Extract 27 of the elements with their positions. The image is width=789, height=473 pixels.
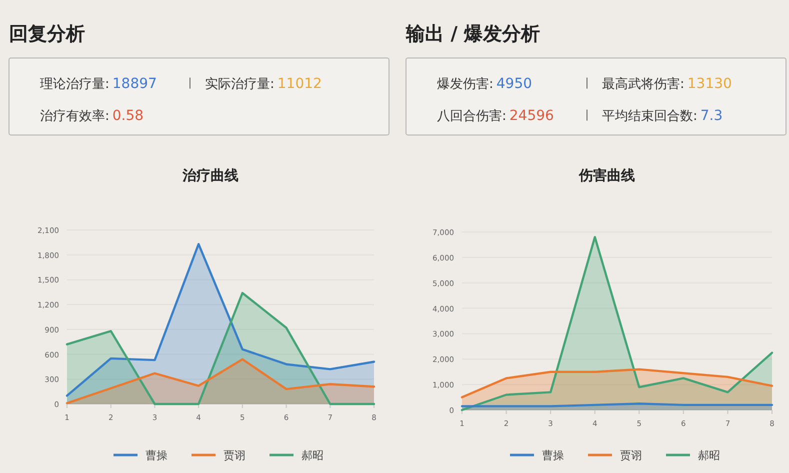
text: 爆发伤害:	[437, 76, 494, 92]
text: 输出 / 爆发分析	[405, 23, 540, 45]
text: 13130	[687, 76, 732, 92]
text: 4950	[496, 76, 532, 92]
chart-title: 伤害曲线	[578, 167, 635, 184]
text: |	[188, 76, 192, 89]
legend-label: 贾诩	[620, 449, 642, 462]
legend-label: 曹操	[146, 449, 168, 462]
legend-label: 贾诩	[224, 449, 246, 462]
text: 治疗有效率:	[40, 108, 110, 124]
text: 平均结束回合数:	[602, 109, 698, 124]
text: |	[585, 76, 589, 89]
legend-label: 曹操	[542, 449, 564, 462]
text: 0.58	[112, 108, 144, 124]
text: 最高武将伤害:	[602, 76, 684, 92]
text: 实际治疗量:	[205, 77, 274, 92]
text: 11012	[277, 76, 322, 92]
text: 18897	[112, 76, 157, 92]
text: 八回合伤害:	[437, 108, 506, 124]
chart-title: 治疗曲线	[182, 167, 238, 184]
text: 24596	[509, 108, 554, 124]
text: 理论治疗量:	[40, 77, 110, 92]
text: |	[585, 108, 589, 121]
legend-label: 郝昭	[302, 449, 324, 462]
legend-label: 郝昭	[698, 449, 720, 462]
text: 回复分析	[9, 23, 85, 45]
text: 7.3	[700, 108, 723, 124]
